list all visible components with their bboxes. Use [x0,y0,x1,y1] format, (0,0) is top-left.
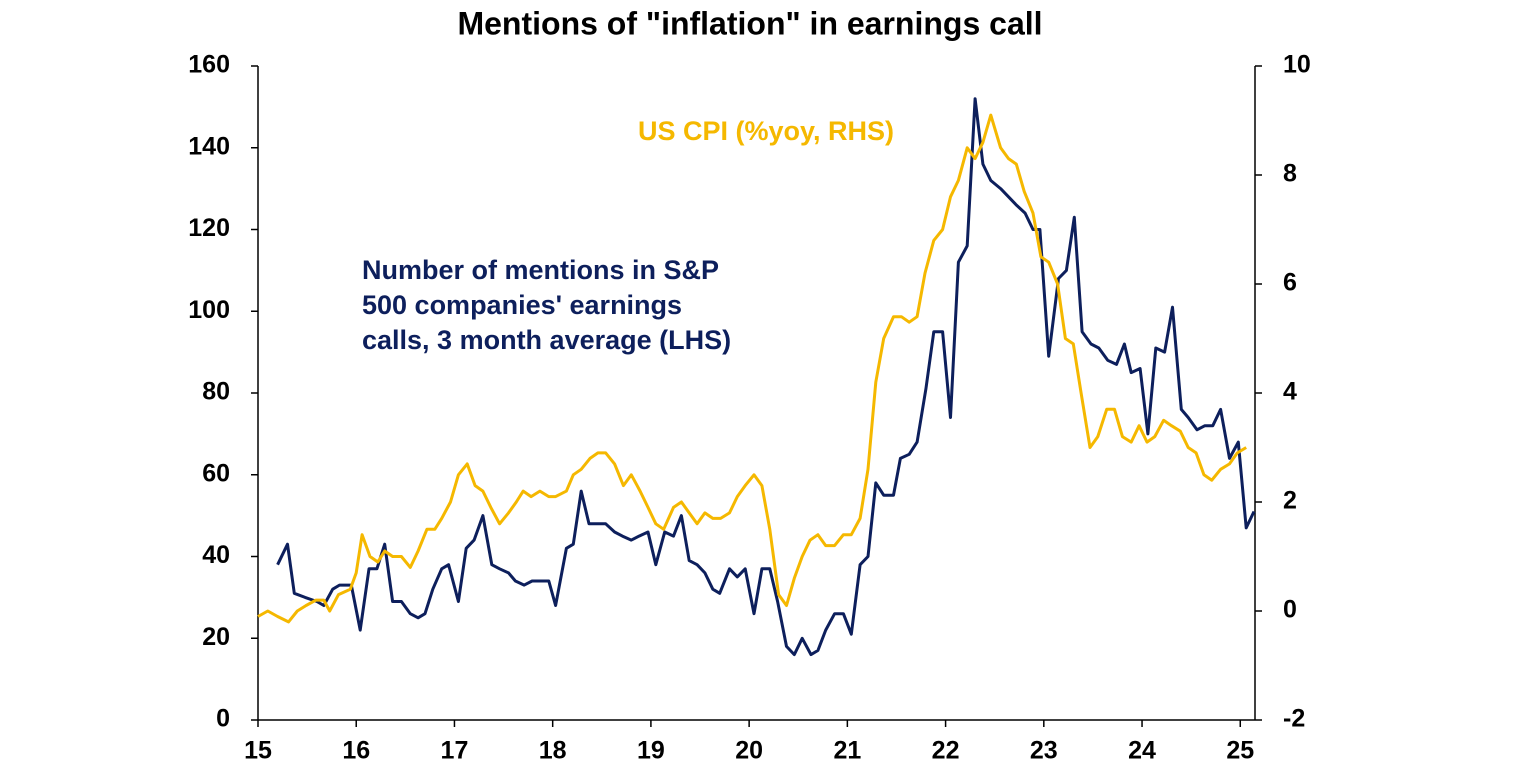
chart-title: Mentions of "inflation" in earnings call [457,5,1042,41]
y-tick-label: 0 [216,705,230,733]
y-tick-label: 60 [202,459,230,487]
x-tick-label: 19 [637,737,665,765]
y2-tick-label: 4 [1283,378,1297,406]
y-tick-label: 80 [202,378,230,406]
x-tick-label: 20 [735,737,763,765]
y-tick-label: 40 [202,541,230,569]
y2-tick-label: 0 [1283,596,1297,624]
y-tick-label: 20 [202,623,230,651]
x-tick-label: 21 [833,737,861,765]
y2-tick-label: -2 [1283,705,1305,733]
annotation: calls, 3 month average (LHS) [362,325,731,355]
x-tick-label: 15 [244,737,272,765]
annotation: Number of mentions in S&P [362,255,719,285]
y2-tick-label: 2 [1283,487,1297,515]
annotation: 500 companies' earnings [362,290,682,320]
x-tick-label: 22 [932,737,960,765]
y2-tick-label: 8 [1283,160,1297,188]
y-tick-label: 100 [188,296,230,324]
x-tick-label: 17 [441,737,469,765]
y-tick-label: 120 [188,214,230,242]
x-tick-label: 25 [1226,737,1254,765]
y-tick-label: 140 [188,132,230,160]
y2-tick-label: 6 [1283,269,1297,297]
x-tick-label: 18 [539,737,567,765]
x-tick-label: 23 [1030,737,1058,765]
x-tick-label: 24 [1128,737,1156,765]
y2-tick-label: 10 [1283,51,1311,79]
x-tick-label: 16 [342,737,370,765]
series-line [276,97,1256,657]
annotation: US CPI (%yoy, RHS) [638,116,894,146]
y-tick-label: 160 [188,51,230,79]
series-line [257,113,1247,624]
